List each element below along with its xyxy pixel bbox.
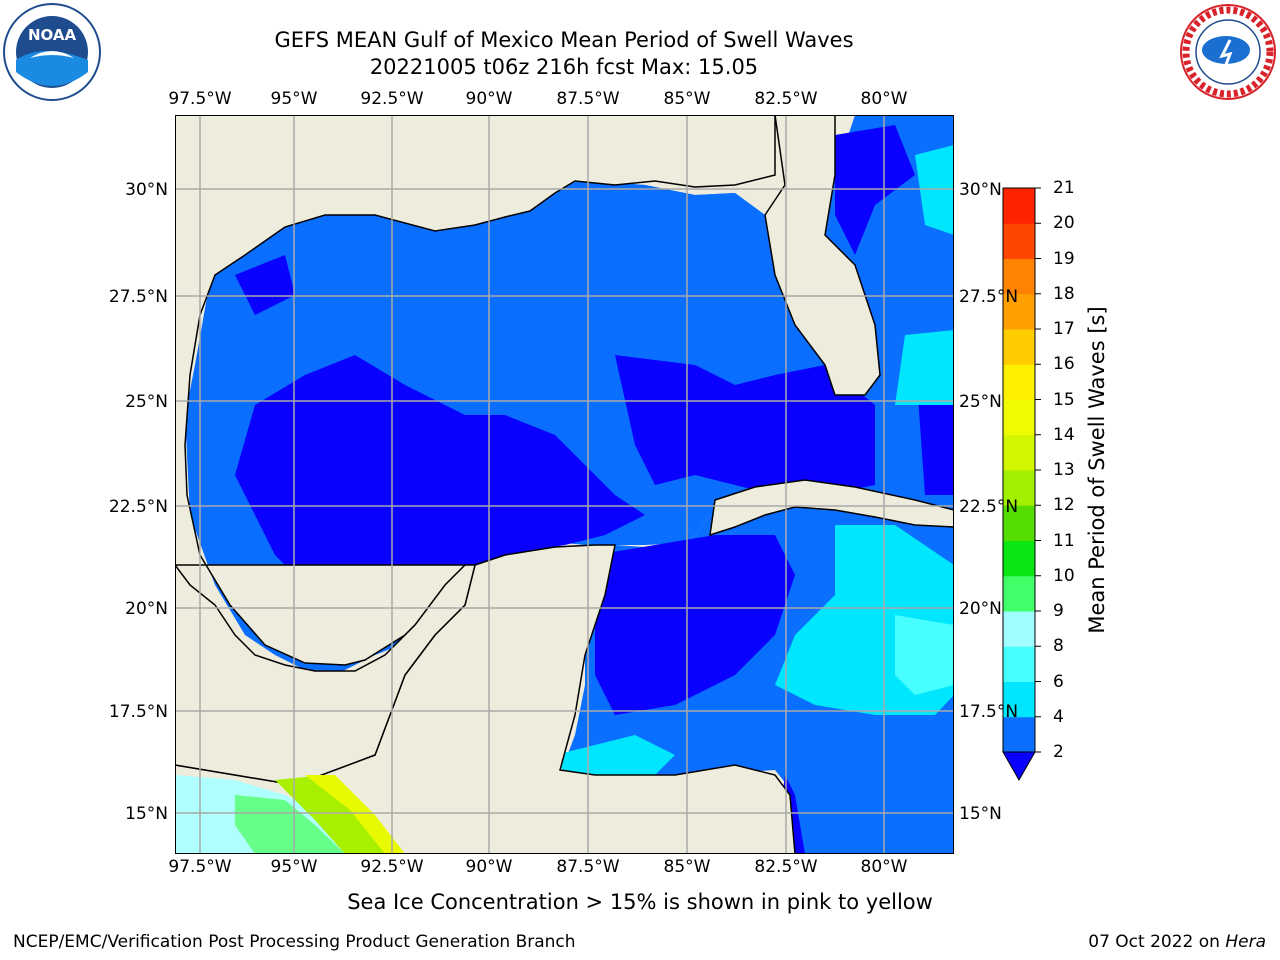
gridlines xyxy=(175,115,954,854)
colorbar-segment xyxy=(1003,540,1035,577)
sea-ice-patch xyxy=(275,775,390,854)
lat-tick-right: 15°N xyxy=(959,804,1002,824)
colorbar-segment xyxy=(1003,399,1035,436)
colorbar-tick-label: 14 xyxy=(1053,424,1075,445)
footer-credit: NCEP/EMC/Verification Post Processing Pr… xyxy=(13,932,576,952)
lon-tick-bottom: 85°W xyxy=(663,857,711,877)
lat-tick-left: 30°N xyxy=(125,180,168,200)
lat-tick-right: 25°N xyxy=(959,392,1002,412)
gulf-of-mexico-map xyxy=(175,115,954,854)
colorbar-segment xyxy=(1003,258,1035,295)
colorbar-segment xyxy=(1003,470,1035,506)
colorbar-segment xyxy=(1003,188,1035,224)
lat-tick-left: 17.5°N xyxy=(108,702,168,722)
colorbar-tick-label: 19 xyxy=(1053,248,1075,269)
lat-tick-right: 20°N xyxy=(959,599,1002,619)
colorbar-tick-label: 2 xyxy=(1053,742,1064,762)
colorbar-segment xyxy=(1003,681,1035,718)
ocean-cyan-patch xyxy=(555,735,675,775)
lon-tick-top: 90°W xyxy=(465,89,513,109)
colorbar-tick-label: 18 xyxy=(1053,283,1075,304)
land-usa xyxy=(175,115,776,666)
lon-tick-top: 87.5°W xyxy=(556,89,620,109)
colorbar-segment xyxy=(1003,364,1035,400)
colorbar-segment xyxy=(1003,223,1035,259)
lat-tick-left: 20°N xyxy=(125,599,168,619)
colorbar-tick-label: 21 xyxy=(1053,178,1075,198)
colorbar-segment xyxy=(1003,611,1035,647)
lon-tick-top: 80°W xyxy=(860,89,908,109)
lon-tick-top: 97.5°W xyxy=(168,89,232,109)
lat-tick-left: 27.5°N xyxy=(108,287,168,307)
lat-tick-left: 22.5°N xyxy=(108,497,168,517)
colorbar-label: Mean Period of Swell Waves [s] xyxy=(1085,306,1109,634)
ocean-deep-blue-patch xyxy=(615,355,875,495)
colorbar-tick-label: 8 xyxy=(1053,636,1064,657)
colorbar-segment xyxy=(1003,293,1035,330)
chart-subtitle: 20221005 t06z 216h fcst Max: 15.05 xyxy=(369,55,759,79)
colorbar-tick-label: 6 xyxy=(1053,671,1064,692)
ocean-cyan-patch xyxy=(895,615,954,695)
ocean-cyan-patch xyxy=(895,330,954,405)
footer-date: 07 Oct 2022 on Hera xyxy=(1088,932,1266,952)
ocean-deep-blue-patch xyxy=(835,125,915,255)
nws-logo xyxy=(1180,4,1276,100)
lon-tick-bottom: 92.5°W xyxy=(360,857,424,877)
colorbar-tick-label: 11 xyxy=(1053,530,1075,551)
colorbar-segment xyxy=(1003,434,1035,471)
lat-tick-right: 27.5°N xyxy=(959,287,1019,307)
colorbar-tick-label: 15 xyxy=(1053,389,1075,410)
lon-tick-top: 82.5°W xyxy=(754,89,818,109)
chart-title: GEFS MEAN Gulf of Mexico Mean Period of … xyxy=(274,28,854,52)
lon-tick-bottom: 87.5°W xyxy=(556,857,620,877)
colorbar-segment xyxy=(1003,716,1035,753)
lat-tick-left: 25°N xyxy=(125,392,168,412)
lon-tick-bottom: 90°W xyxy=(465,857,513,877)
colorbar-segment xyxy=(1003,646,1035,682)
sea-ice-note: Sea Ice Concentration > 15% is shown in … xyxy=(347,890,933,914)
colorbar-tick-label: 9 xyxy=(1053,601,1064,621)
ocean-deep-blue-patch xyxy=(595,535,795,715)
colorbar-tick-label: 4 xyxy=(1053,706,1064,727)
svg-text:NOAA: NOAA xyxy=(28,26,77,44)
sea-ice-patch xyxy=(235,795,345,854)
colorbar-tick-label: 17 xyxy=(1053,319,1075,339)
colorbar xyxy=(1002,187,1041,782)
colorbar-extend-min xyxy=(1002,751,1036,782)
lon-tick-bottom: 80°W xyxy=(860,857,908,877)
colorbar-tick-label: 16 xyxy=(1053,354,1075,375)
lat-tick-right: 22.5°N xyxy=(959,497,1019,517)
colorbar-tick-label: 20 xyxy=(1053,213,1075,234)
colorbar-segment xyxy=(1003,505,1035,541)
lat-tick-right: 17.5°N xyxy=(959,702,1019,722)
ocean-gulf xyxy=(205,115,954,854)
colorbar-segment xyxy=(1003,575,1035,612)
ocean-cyan-patch xyxy=(915,145,954,235)
land-cuba xyxy=(709,479,954,537)
lon-tick-bottom: 97.5°W xyxy=(168,857,232,877)
lon-tick-top: 95°W xyxy=(270,89,318,109)
sea-ice-patch xyxy=(305,775,405,854)
lon-tick-bottom: 95°W xyxy=(270,857,318,877)
lat-tick-right: 30°N xyxy=(959,180,1002,200)
noaa-logo: NOAA xyxy=(3,3,101,101)
land-florida xyxy=(764,115,881,396)
lat-tick-left: 15°N xyxy=(125,804,168,824)
lon-tick-top: 92.5°W xyxy=(360,89,424,109)
lon-tick-top: 85°W xyxy=(663,89,711,109)
colorbar-tick-label: 10 xyxy=(1053,565,1075,586)
colorbar-segment xyxy=(1003,329,1035,365)
ocean-deep-blue-patch xyxy=(235,255,295,315)
colorbar-tick-label: 12 xyxy=(1053,495,1075,516)
lon-tick-bottom: 82.5°W xyxy=(754,857,818,877)
colorbar-tick-label: 13 xyxy=(1053,460,1075,480)
